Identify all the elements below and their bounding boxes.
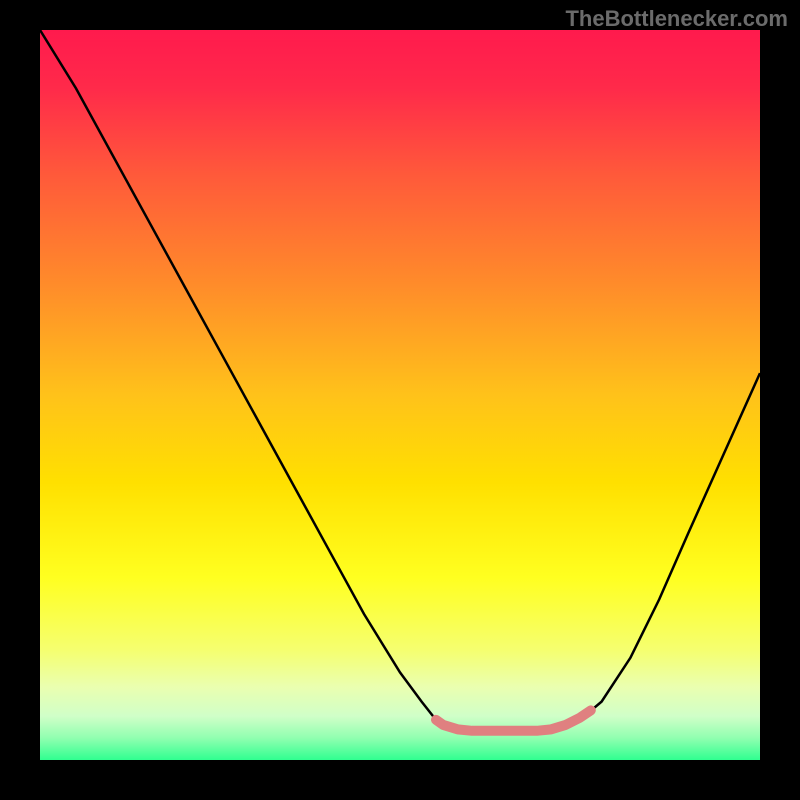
watermark-text: TheBottlenecker.com xyxy=(565,6,788,32)
plot-area xyxy=(40,30,760,760)
bottleneck-curve xyxy=(40,30,760,731)
chart-svg xyxy=(40,30,760,760)
optimal-range-highlight xyxy=(436,710,591,730)
chart-container: TheBottlenecker.com xyxy=(0,0,800,800)
